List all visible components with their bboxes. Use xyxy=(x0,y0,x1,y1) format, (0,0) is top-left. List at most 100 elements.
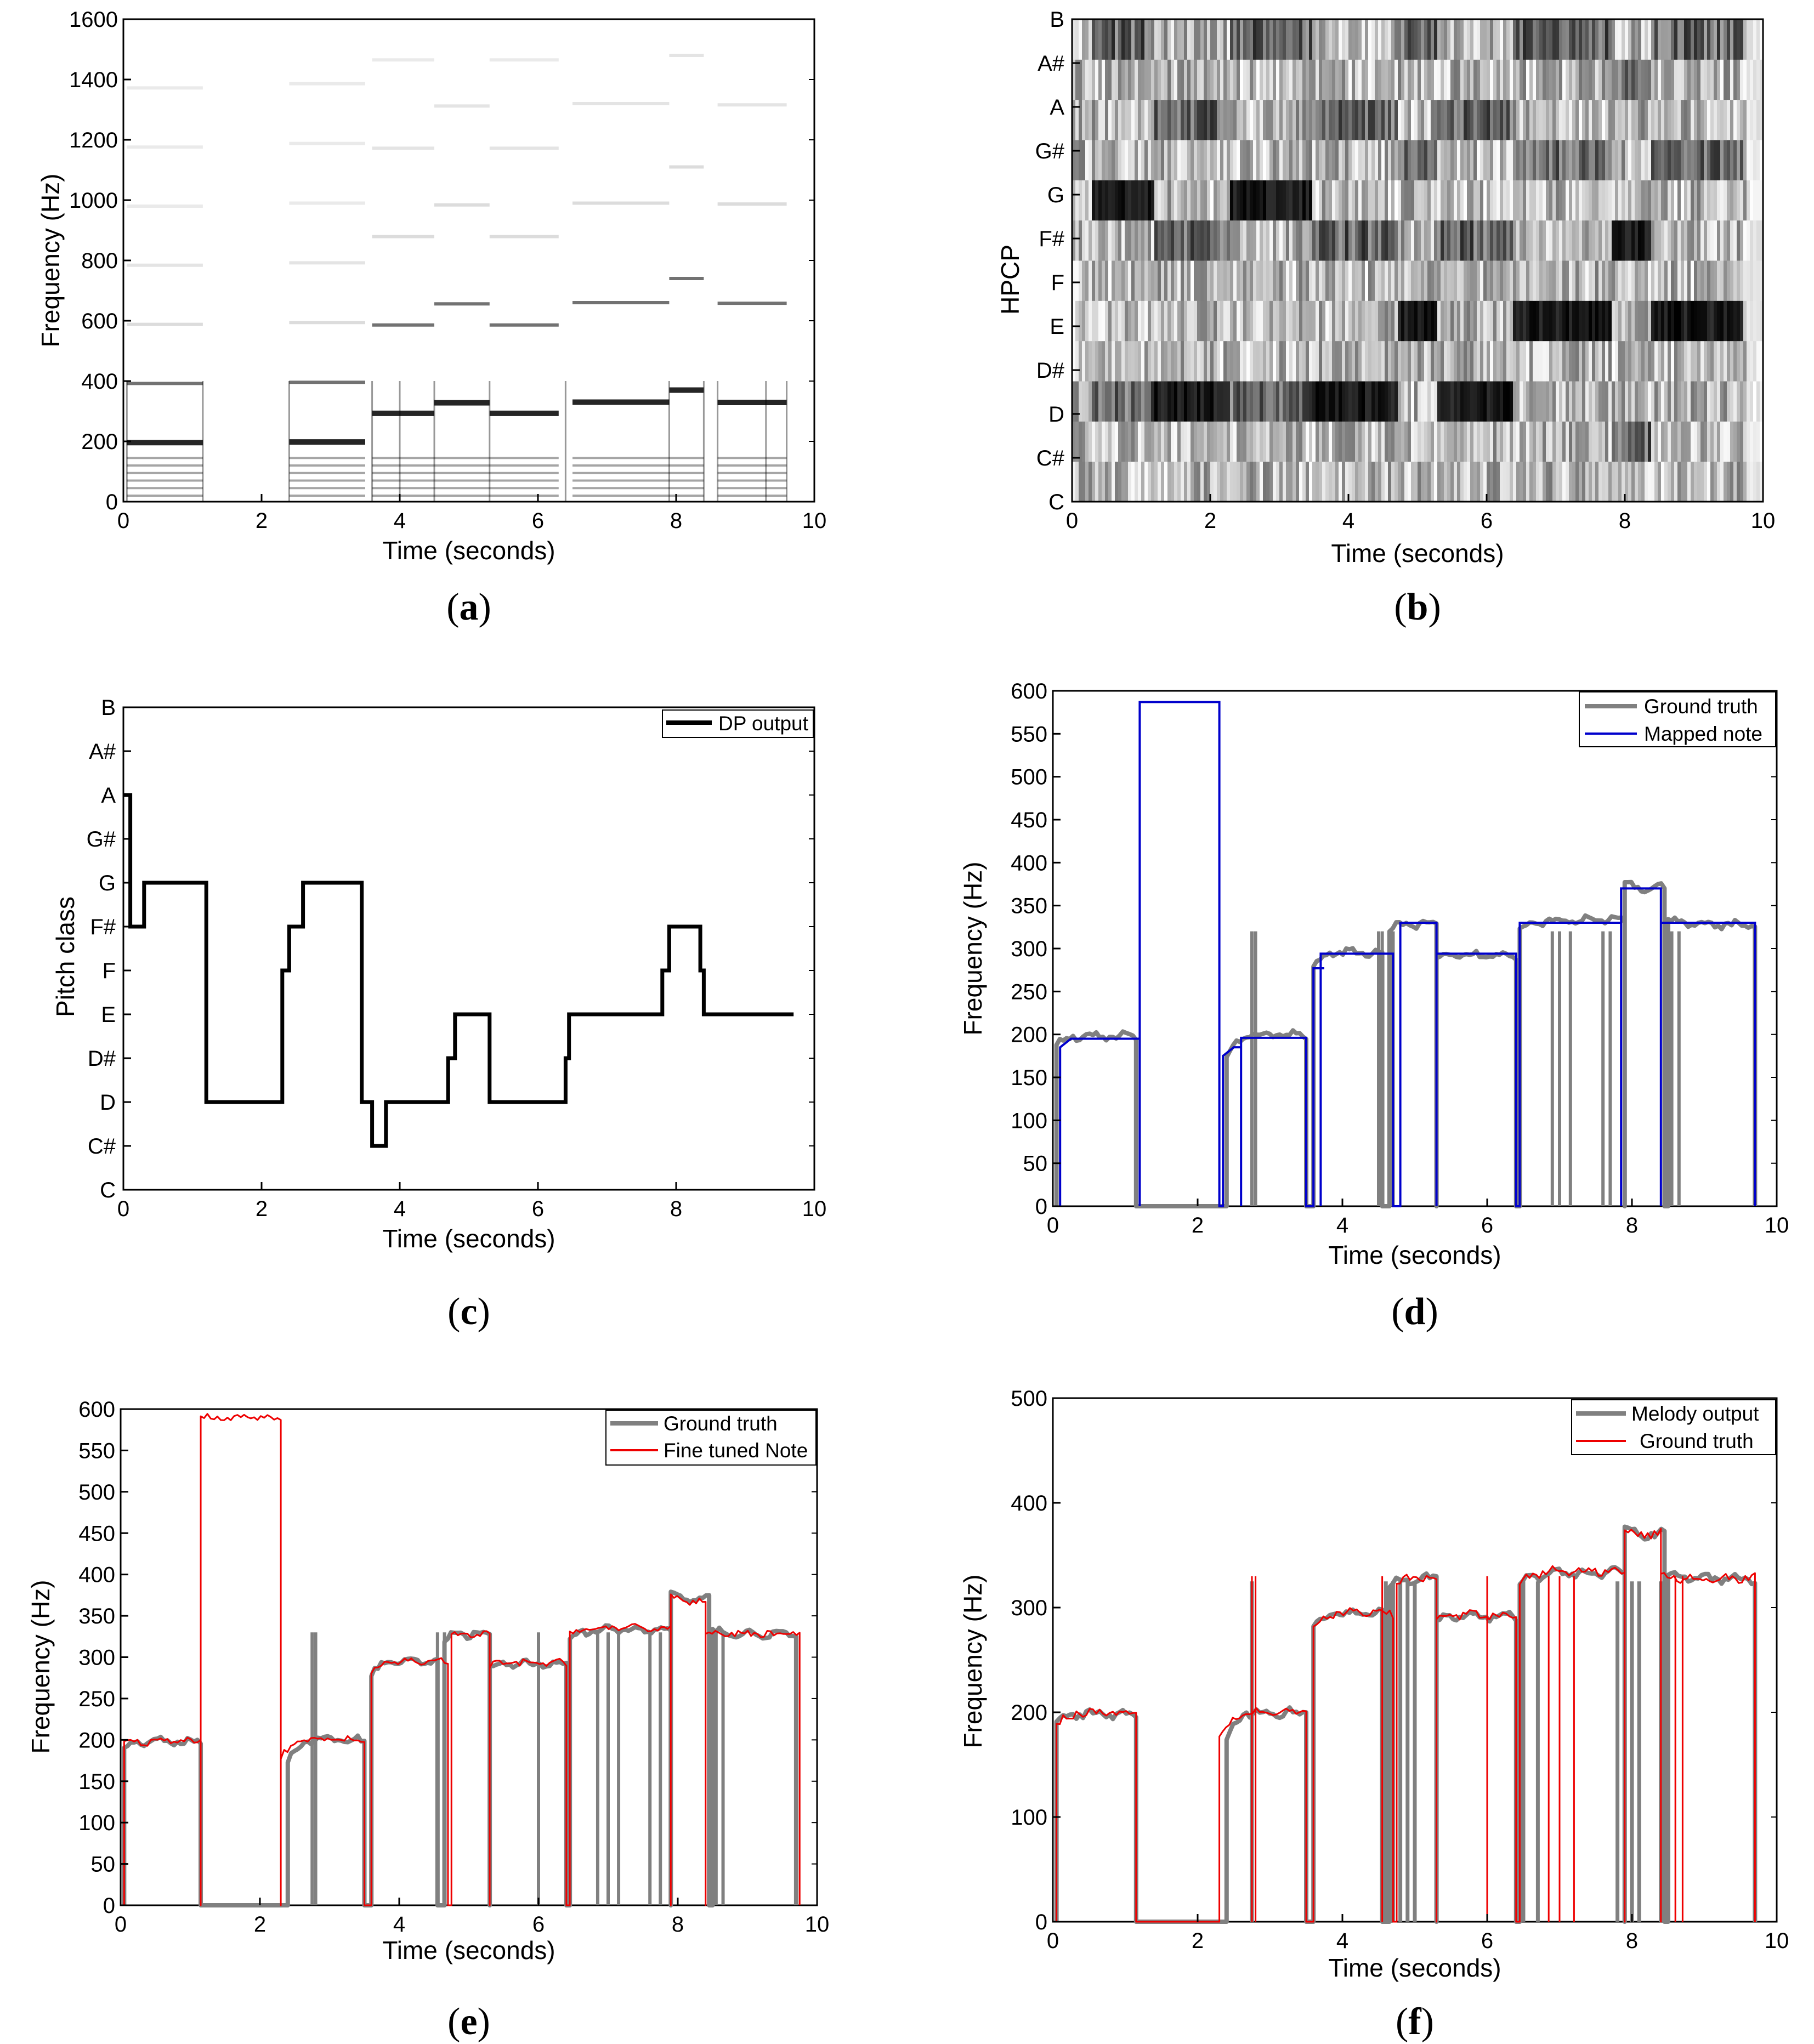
hpcp-cell xyxy=(1148,260,1152,301)
hpcp-cell xyxy=(1674,180,1678,221)
hpcp-cell xyxy=(1454,140,1458,180)
hpcp-cell xyxy=(1309,59,1313,100)
y-tick-label: 100 xyxy=(1011,1109,1047,1133)
hpcp-cell xyxy=(1325,140,1329,180)
hpcp-cell xyxy=(1595,260,1599,301)
hpcp-cell xyxy=(1431,59,1435,100)
hpcp-cell xyxy=(1740,99,1744,140)
hpcp-cell xyxy=(1694,340,1698,382)
hpcp-cell xyxy=(1309,180,1313,221)
y-tick-label: 400 xyxy=(78,1563,115,1587)
hpcp-cell xyxy=(1273,381,1277,422)
hpcp-cell xyxy=(1592,381,1596,422)
hpcp-cell xyxy=(1391,300,1395,342)
hpcp-cell xyxy=(1131,461,1135,502)
hpcp-cell xyxy=(1747,381,1750,422)
hpcp-cell xyxy=(1615,421,1619,462)
hpcp-cell xyxy=(1694,19,1698,60)
hpcp-cell xyxy=(1506,421,1510,462)
hpcp-cell xyxy=(1658,59,1662,100)
hpcp-cell xyxy=(1302,340,1306,382)
hpcp-cell xyxy=(1105,421,1109,462)
hpcp-cell xyxy=(1618,260,1622,301)
hpcp-cell xyxy=(1635,340,1639,382)
hpcp-cell xyxy=(1477,59,1481,100)
hpcp-cell xyxy=(1496,421,1500,462)
hpcp-cell xyxy=(1332,461,1336,502)
hpcp-cell xyxy=(1233,421,1237,462)
hpcp-cell xyxy=(1299,19,1303,60)
hpcp-cell xyxy=(1628,99,1632,140)
hpcp-cell xyxy=(1167,381,1171,422)
hpcp-cell xyxy=(1414,461,1418,502)
x-tick-label: 10 xyxy=(802,509,827,533)
x-tick-label: 4 xyxy=(1342,509,1354,533)
hpcp-cell xyxy=(1082,99,1086,140)
hpcp-cell xyxy=(1582,300,1586,342)
hpcp-cell xyxy=(1385,461,1388,502)
hpcp-cell xyxy=(1674,140,1678,180)
hpcp-cell xyxy=(1177,421,1181,462)
hpcp-cell xyxy=(1516,340,1520,382)
hpcp-cell xyxy=(1174,59,1178,100)
hpcp-cell xyxy=(1648,220,1652,261)
hpcp-cell xyxy=(1220,300,1224,342)
hpcp-cell xyxy=(1493,421,1497,462)
hpcp-cell xyxy=(1240,260,1244,301)
hpcp-cell xyxy=(1250,461,1254,502)
hpcp-cell xyxy=(1510,260,1513,301)
hpcp-cell xyxy=(1704,260,1708,301)
hpcp-cell xyxy=(1714,19,1717,60)
hpcp-cell xyxy=(1444,340,1448,382)
legend-box xyxy=(662,709,814,738)
hpcp-cell xyxy=(1529,99,1533,140)
hpcp-cell xyxy=(1622,340,1625,382)
hpcp-cell xyxy=(1246,381,1250,422)
hpcp-cell xyxy=(1631,220,1635,261)
hpcp-cell xyxy=(1276,19,1280,60)
hpcp-cell xyxy=(1737,180,1741,221)
hpcp-cell xyxy=(1569,461,1573,502)
hpcp-cell xyxy=(1622,300,1625,342)
hpcp-cell xyxy=(1720,220,1724,261)
hpcp-cell xyxy=(1431,19,1435,60)
hpcp-cell xyxy=(1325,19,1329,60)
x-tick-label: 10 xyxy=(805,1912,830,1937)
hpcp-cell xyxy=(1375,461,1379,502)
hpcp-cell xyxy=(1289,260,1293,301)
hpcp-cell xyxy=(1648,461,1652,502)
hpcp-cell xyxy=(1503,260,1507,301)
hpcp-cell xyxy=(1131,140,1135,180)
hpcp-cell xyxy=(1622,59,1625,100)
hpcp-cell xyxy=(1602,340,1606,382)
hpcp-cell xyxy=(1750,381,1754,422)
hpcp-cell xyxy=(1204,220,1208,261)
hpcp-cell xyxy=(1691,59,1694,100)
hpcp-cell xyxy=(1148,421,1152,462)
hpcp-cell xyxy=(1625,340,1629,382)
hpcp-cell xyxy=(1635,421,1639,462)
hpcp-cell xyxy=(1585,220,1589,261)
hpcp-cell xyxy=(1645,461,1648,502)
hpcp-cell xyxy=(1276,461,1280,502)
hpcp-cell xyxy=(1325,421,1329,462)
hpcp-cell xyxy=(1335,260,1339,301)
hpcp-cell xyxy=(1450,59,1454,100)
hpcp-cell xyxy=(1503,340,1507,382)
hpcp-cell xyxy=(1161,19,1165,60)
hpcp-cell xyxy=(1441,99,1444,140)
hpcp-cell xyxy=(1674,461,1678,502)
hpcp-cell xyxy=(1645,381,1648,422)
hpcp-cell xyxy=(1135,220,1138,261)
hpcp-cell xyxy=(1391,59,1395,100)
hpcp-cell xyxy=(1740,421,1744,462)
hpcp-cell xyxy=(1477,19,1481,60)
hpcp-cell xyxy=(1141,220,1145,261)
hpcp-cell xyxy=(1237,300,1240,342)
hpcp-cell xyxy=(1539,59,1543,100)
hpcp-cell xyxy=(1668,260,1671,301)
hpcp-cell xyxy=(1283,19,1286,60)
hpcp-cell xyxy=(1148,19,1152,60)
hpcp-cell xyxy=(1404,140,1408,180)
